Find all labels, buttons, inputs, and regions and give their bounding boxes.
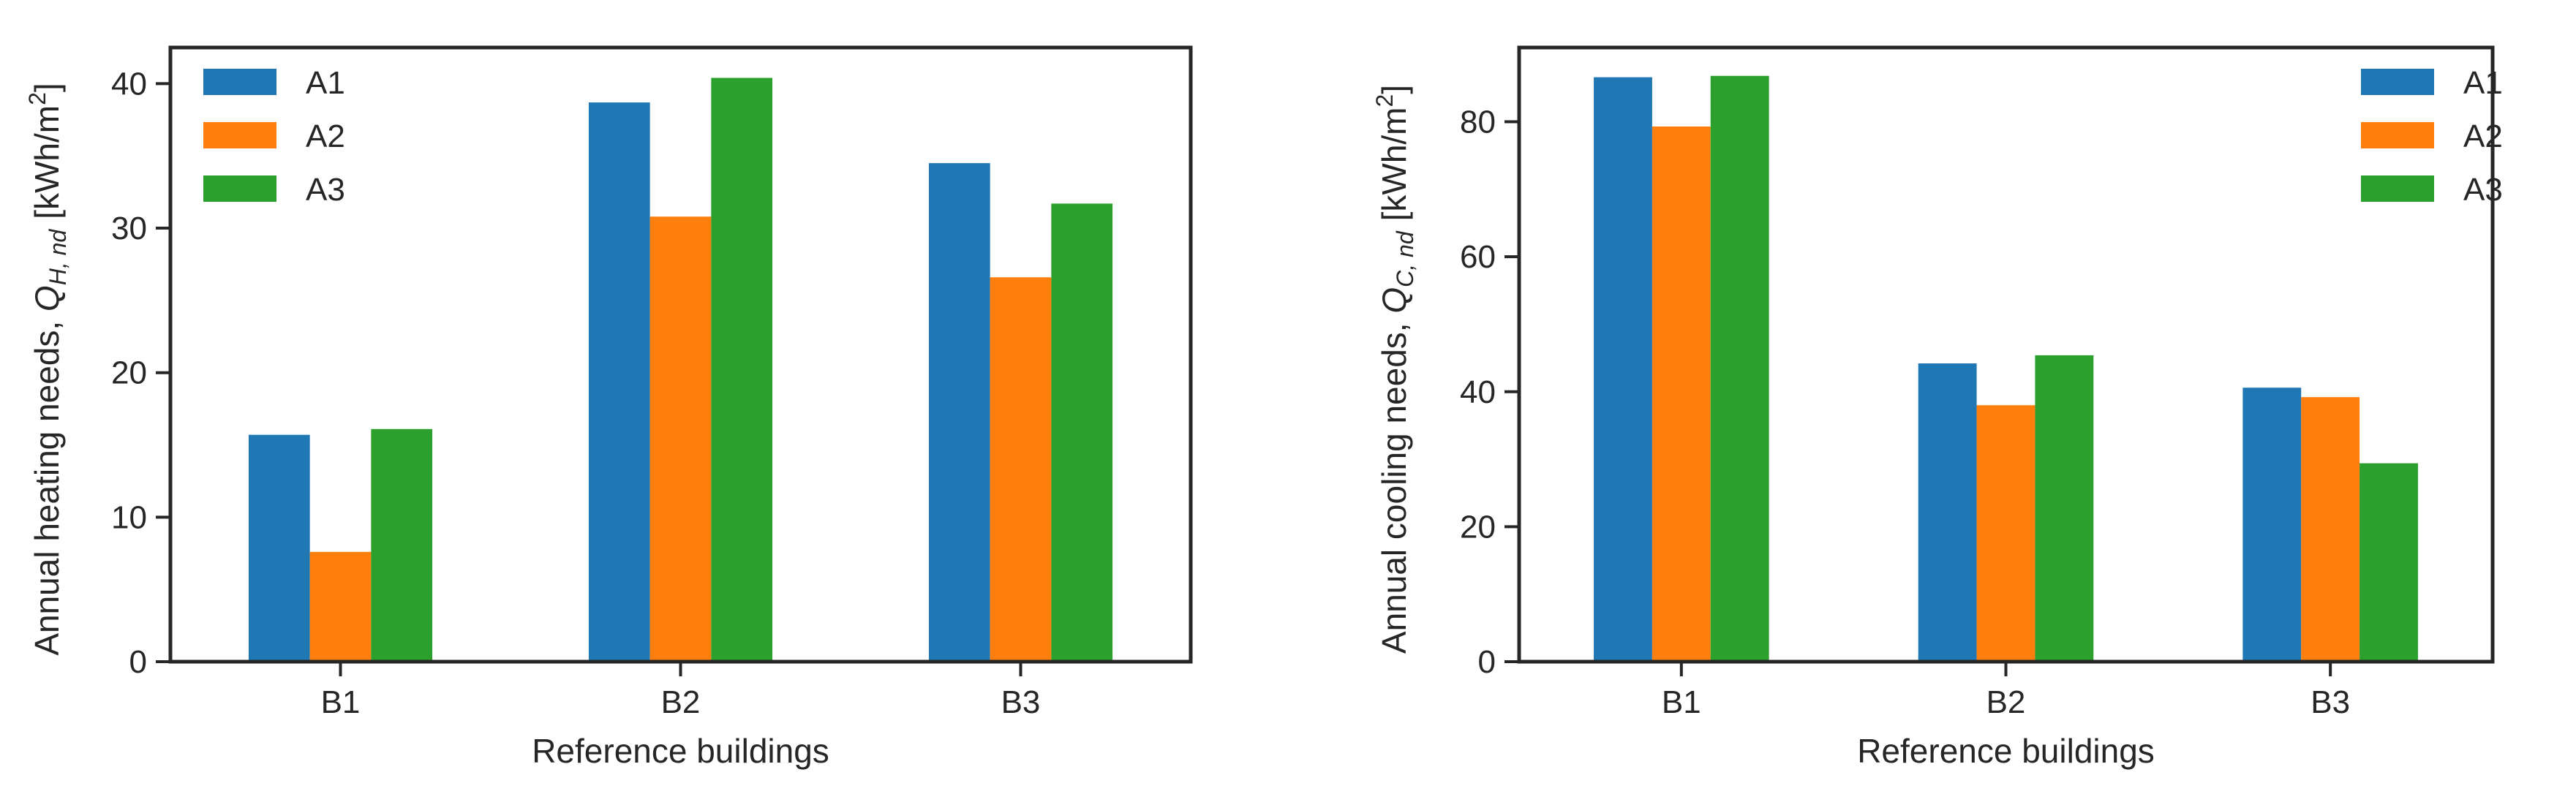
bar-a3-b3: [2360, 463, 2418, 662]
bar-a1-b1: [1594, 77, 1652, 662]
chart-heating-needs: 0 10 20 30 40 B1 B2 B3 Reference buildings Ann…: [24, 45, 1193, 770]
bar-a1-b3: [2242, 388, 2302, 662]
bar-a3-b3: [1051, 203, 1113, 662]
bar-a1-b1: [248, 434, 310, 662]
y-axis-label-symbol: Q: [1375, 287, 1413, 314]
y-axis-label-subscript: H, nd: [45, 229, 71, 286]
y-tick-label: 40: [111, 66, 147, 102]
chart-cooling-needs: 0 20 40 60 80 B1 B2 B3 Reference buildings Ann…: [1371, 45, 2503, 770]
legend-swatch-a2: [203, 122, 276, 148]
x-axis-label: Reference buildings: [1857, 732, 2155, 770]
x-tick-label: B2: [1986, 684, 2026, 720]
y-axis-label-unit-open: [kWh/m: [1375, 107, 1413, 221]
y-axis-label-unit-power: 2: [24, 92, 50, 105]
x-tick-label: B3: [2311, 684, 2350, 720]
y-axis-label-unit-power: 2: [1371, 94, 1398, 107]
y-tick-label: 80: [1460, 105, 1496, 140]
bar-a1-b3: [928, 163, 990, 662]
legend: A1 A2 A3: [2361, 65, 2503, 208]
y-axis-label-text: Annual cooling needs,: [1375, 314, 1413, 654]
y-axis-label-text: Annual heating needs,: [28, 311, 66, 656]
legend-swatch-a3: [203, 175, 276, 202]
y-axis-label-symbol: Q: [28, 285, 66, 311]
x-tick-label: B2: [661, 684, 701, 720]
y-tick-label: 40: [1460, 374, 1496, 410]
y-ticks: 0 20 40 60 80: [1460, 105, 1519, 680]
y-tick-label: 60: [1460, 239, 1496, 275]
legend-label-a3: A3: [306, 172, 345, 208]
bar-a3-b1: [371, 428, 433, 662]
x-ticks: B1 B2 B3: [321, 662, 1041, 720]
legend-swatch-a2: [2361, 122, 2434, 148]
bar-a1-b2: [588, 102, 650, 662]
y-axis-label-subscript: C, nd: [1392, 230, 1418, 287]
y-tick-label: 30: [111, 211, 147, 246]
legend-label-a1: A1: [2463, 65, 2503, 101]
legend-label-a1: A1: [306, 65, 345, 101]
y-tick-label: 10: [111, 499, 147, 535]
bar-a2-b2: [649, 216, 712, 662]
y-axis-label: Annual cooling needs, QC, nd [kWh/m2]: [1371, 85, 1418, 654]
bar-a2-b1: [1652, 126, 1711, 662]
legend-label-a2: A2: [306, 118, 345, 154]
y-tick-label: 0: [129, 644, 147, 680]
bar-a2-b3: [990, 277, 1052, 662]
x-tick-label: B1: [1662, 684, 1701, 720]
bar-a3-b2: [711, 78, 773, 662]
x-tick-label: B3: [1001, 684, 1041, 720]
bars-group: [1594, 75, 2418, 662]
x-axis-label: Reference buildings: [532, 732, 829, 770]
y-tick-label: 20: [1460, 509, 1496, 545]
legend: A1 A2 A3: [203, 65, 345, 208]
bar-a2-b2: [1976, 405, 2035, 662]
bar-a2-b3: [2301, 397, 2360, 662]
legend-swatch-a1: [203, 69, 276, 95]
y-ticks: 0 10 20 30 40: [111, 66, 170, 680]
bar-a3-b1: [1710, 75, 1769, 662]
bar-a3-b2: [2035, 355, 2094, 662]
legend-swatch-a3: [2361, 175, 2434, 202]
y-axis-label: Annual heating needs, QH, nd [kWh/m2]: [24, 83, 71, 655]
bars-group: [248, 78, 1113, 662]
x-tick-label: B1: [321, 684, 361, 720]
y-axis-label-unit-close: ]: [1375, 85, 1413, 94]
x-ticks: B1 B2 B3: [1662, 662, 2350, 720]
legend-label-a2: A2: [2463, 118, 2503, 154]
legend-label-a3: A3: [2463, 172, 2503, 208]
legend-swatch-a1: [2361, 69, 2434, 95]
bar-a2-b1: [309, 551, 372, 662]
y-tick-label: 20: [111, 355, 147, 391]
bar-a1-b2: [1918, 363, 1977, 662]
y-axis-label-unit-close: ]: [28, 83, 66, 92]
y-tick-label: 0: [1478, 644, 1496, 680]
y-axis-label-unit-open: [kWh/m: [28, 105, 66, 219]
